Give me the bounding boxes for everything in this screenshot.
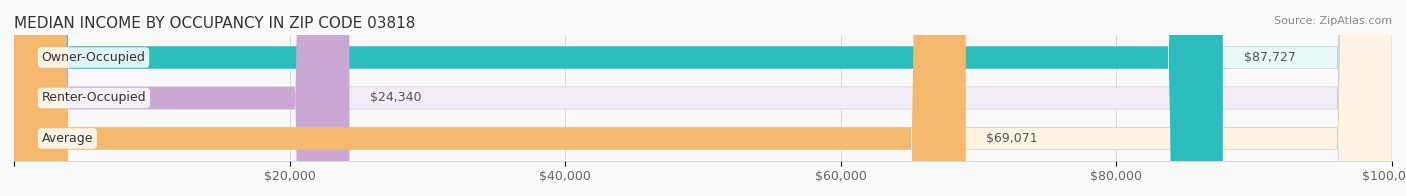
Text: MEDIAN INCOME BY OCCUPANCY IN ZIP CODE 03818: MEDIAN INCOME BY OCCUPANCY IN ZIP CODE 0… — [14, 16, 415, 31]
Text: Owner-Occupied: Owner-Occupied — [42, 51, 145, 64]
Text: $69,071: $69,071 — [987, 132, 1038, 145]
FancyBboxPatch shape — [14, 0, 1392, 196]
Text: Source: ZipAtlas.com: Source: ZipAtlas.com — [1274, 16, 1392, 26]
FancyBboxPatch shape — [14, 0, 1223, 196]
Text: Renter-Occupied: Renter-Occupied — [42, 92, 146, 104]
FancyBboxPatch shape — [14, 0, 966, 196]
FancyBboxPatch shape — [14, 0, 1392, 196]
FancyBboxPatch shape — [14, 0, 1392, 196]
Text: Average: Average — [42, 132, 93, 145]
Text: $87,727: $87,727 — [1243, 51, 1295, 64]
FancyBboxPatch shape — [14, 0, 350, 196]
Text: $24,340: $24,340 — [370, 92, 422, 104]
